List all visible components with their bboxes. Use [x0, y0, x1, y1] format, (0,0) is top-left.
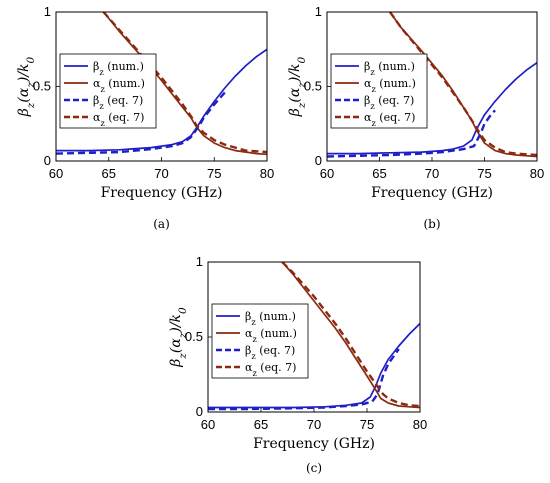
- y-axis-label: βz(αz)/k0: [287, 56, 308, 117]
- series-line-3: [208, 348, 400, 411]
- panel-caption: (c): [306, 461, 322, 475]
- series-line-1: [208, 322, 420, 409]
- series-line-3: [327, 109, 496, 158]
- legend-label-3: βz (eq. 7): [364, 94, 414, 111]
- legend-label-4: αz (eq. 7): [245, 361, 296, 378]
- y-tick-label: 1: [44, 4, 51, 19]
- legend-label-1: βz (num.): [245, 310, 296, 327]
- x-tick-label: 70: [307, 417, 321, 432]
- y-tick-label: 0.5: [33, 79, 51, 94]
- x-tick-label: 65: [102, 166, 116, 181]
- series-line-1: [327, 62, 537, 155]
- legend-label-2: αz (num.): [93, 77, 145, 94]
- x-tick-label: 60: [201, 417, 215, 432]
- x-tick-label: 80: [260, 166, 274, 181]
- legend-label-2: αz (num.): [245, 327, 297, 344]
- x-axis-label: Frequency (GHz): [253, 436, 375, 452]
- panel-caption: (b): [423, 217, 440, 231]
- legend-label-1: βz (num.): [364, 60, 415, 77]
- y-axis-label: βz(αz)/k0: [168, 307, 189, 368]
- series-line-4: [281, 262, 420, 408]
- y-axis-label: βz(αz)/k0: [16, 56, 37, 117]
- x-axis-label: Frequency (GHz): [371, 185, 493, 201]
- x-tick-label: 65: [372, 166, 386, 181]
- legend: βz (num.)αz (num.)βz (eq. 7)αz (eq. 7): [211, 303, 309, 379]
- legend: βz (num.)αz (num.)βz (eq. 7)αz (eq. 7): [59, 53, 157, 129]
- x-tick-label: 60: [320, 166, 334, 181]
- x-tick-label: 80: [530, 166, 544, 181]
- plot-frame: [55, 11, 268, 162]
- legend-label-4: αz (eq. 7): [93, 111, 144, 128]
- x-axis-label: Frequency (GHz): [101, 185, 223, 201]
- y-tick-label: 0: [44, 153, 51, 168]
- legend: βz (num.)αz (num.)βz (eq. 7)αz (eq. 7): [330, 53, 428, 129]
- y-tick-label: 0: [315, 153, 322, 168]
- x-tick-label: 75: [477, 166, 491, 181]
- legend-label-2: αz (num.): [364, 77, 416, 94]
- legend-label-4: αz (eq. 7): [364, 111, 415, 128]
- plot-frame: [207, 261, 421, 413]
- y-tick-label: 1: [196, 254, 203, 269]
- series-lines: [208, 262, 420, 411]
- x-tick-label: 70: [425, 166, 439, 181]
- x-tick-label: 75: [360, 417, 374, 432]
- series-line-3: [56, 91, 226, 155]
- legend-label-1: βz (num.): [93, 60, 144, 77]
- x-tick-label: 80: [413, 417, 427, 432]
- panel-caption: (a): [153, 217, 170, 231]
- x-tick-label: 60: [49, 166, 63, 181]
- y-tick-label: 0: [196, 404, 203, 419]
- series-line-2: [281, 262, 420, 409]
- y-tick-label: 0.5: [185, 329, 203, 344]
- chart-panel-1: 0 0.5 1 60 65 70 75 80 Frequency (GHz) βz(αz)/k0 β…: [16, 4, 274, 231]
- x-tick-label: 75: [207, 166, 221, 181]
- x-tick-label: 65: [254, 417, 268, 432]
- legend-label-3: βz (eq. 7): [245, 344, 295, 361]
- y-tick-label: 0.5: [304, 79, 322, 94]
- chart-panel-3: 0 0.5 1 60 65 70 75 80 Frequency (GHz) βz(αz)/k0 β…: [168, 254, 427, 475]
- x-tick-label: 70: [154, 166, 168, 181]
- legend-label-3: βz (eq. 7): [93, 94, 143, 111]
- y-tick-label: 1: [315, 4, 322, 19]
- plot-frame: [326, 11, 538, 162]
- chart-panel-2: 0 0.5 1 60 65 70 75 80 Frequency (GHz) βz(αz)/k0 β…: [287, 4, 544, 231]
